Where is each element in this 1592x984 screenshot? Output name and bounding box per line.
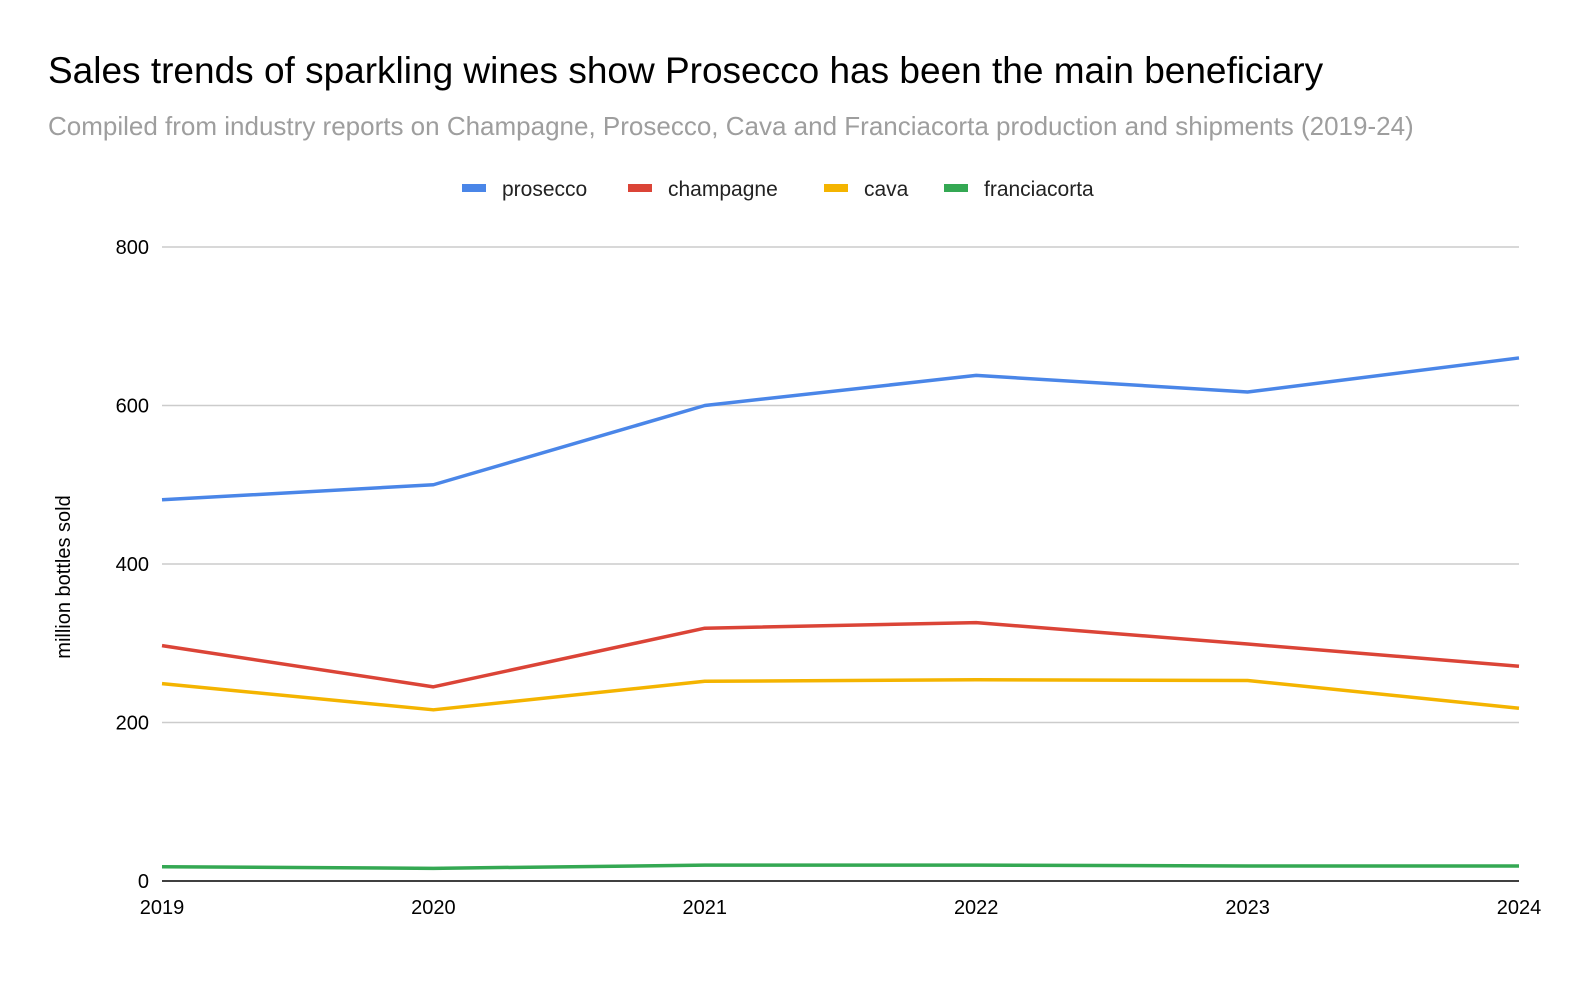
chart-title: Sales trends of sparkling wines show Pro… (48, 50, 1324, 91)
x-tick-label: 2024 (1497, 897, 1542, 919)
series-line-prosecco (161, 356, 1520, 502)
legend-label-franciacorta: franciacorta (984, 178, 1094, 201)
y-tick-label: 400 (116, 554, 149, 576)
legend-swatch-prosecco (462, 184, 486, 192)
y-tick-label: 0 (138, 871, 149, 893)
y-tick-label: 600 (116, 396, 149, 418)
x-tick-label: 2023 (1225, 897, 1270, 919)
legend-label-champagne: champagne (668, 178, 778, 201)
x-tick-label: 2021 (683, 897, 728, 919)
x-tick-label: 2022 (954, 897, 999, 919)
y-tick-label: 800 (116, 237, 149, 259)
y-tick-label: 200 (116, 713, 149, 735)
legend-swatch-champagne (628, 184, 652, 192)
x-tick-label: 2019 (140, 897, 185, 919)
series-line-franciacorta (161, 863, 1519, 871)
legend-label-prosecco: prosecco (502, 178, 587, 201)
chart-subtitle: Compiled from industry reports on Champa… (48, 111, 1414, 141)
y-axis-label: million bottles sold (53, 495, 75, 658)
legend-swatch-cava (824, 184, 848, 192)
legend-label-cava: cava (864, 178, 909, 201)
series-line-champagne (161, 620, 1520, 689)
legend-swatch-franciacorta (944, 184, 968, 192)
series-line-cava (161, 677, 1520, 712)
x-tick-label: 2020 (411, 897, 456, 919)
